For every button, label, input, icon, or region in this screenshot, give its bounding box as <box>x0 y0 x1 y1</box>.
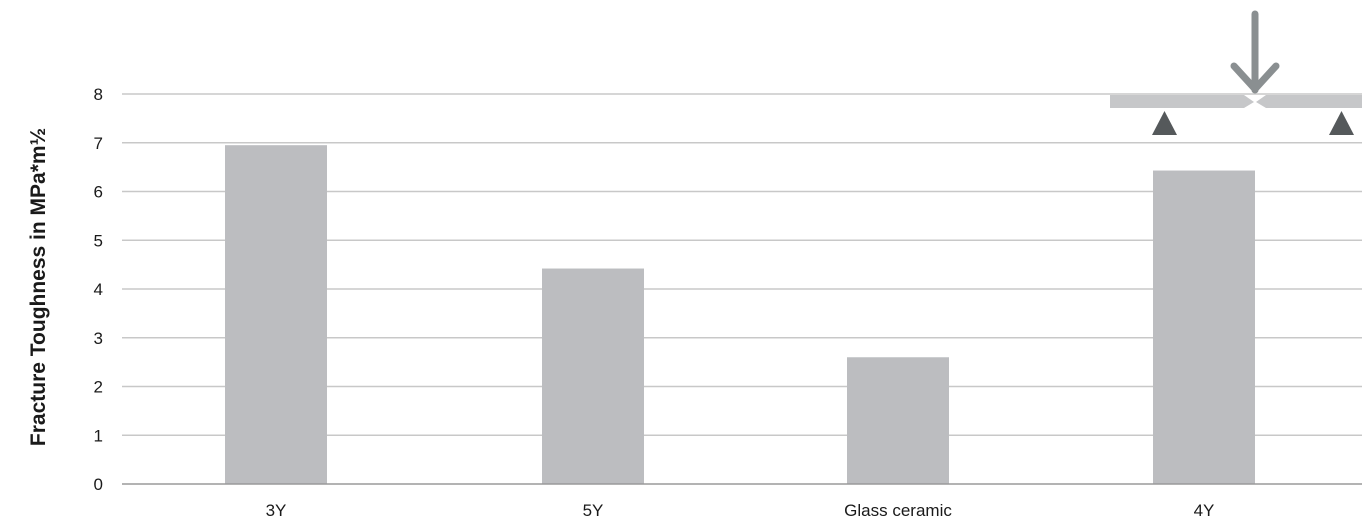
x-tick-label-5y: 5Y <box>583 501 604 520</box>
bar-glass-ceramic <box>847 357 949 484</box>
gridlines <box>122 93 1362 436</box>
y-tick-label-6: 6 <box>94 183 103 202</box>
bars <box>225 145 1255 484</box>
bar-5y <box>542 268 644 484</box>
bar-4y <box>1153 170 1255 484</box>
beam-left-icon <box>1110 95 1254 108</box>
y-tick-label-3: 3 <box>94 329 103 348</box>
y-tick-label-5: 5 <box>94 231 103 250</box>
x-tick-label-4y: 4Y <box>1194 501 1215 520</box>
y-tick-label-0: 0 <box>94 475 103 494</box>
bar-3y <box>225 145 327 484</box>
y-tick-label-2: 2 <box>94 378 103 397</box>
support-right-icon <box>1329 111 1354 135</box>
x-tick-label-3y: 3Y <box>266 501 287 520</box>
y-tick-label-4: 4 <box>94 280 103 299</box>
beam-right-icon <box>1256 95 1362 108</box>
support-left-icon <box>1152 111 1177 135</box>
arrow-head-icon <box>1230 62 1280 93</box>
three-point-bending-test-icon <box>1110 10 1362 135</box>
y-tick-label-1: 1 <box>94 426 103 445</box>
y-axis-title: Fracture Toughness in MPa*m½ <box>27 128 50 446</box>
x-tick-label-glass-ceramic: Glass ceramic <box>844 501 952 520</box>
tick-labels: 0 1 2 3 4 5 6 7 8 3Y 5Y Glass ceramic 4Y <box>94 85 1215 520</box>
y-tick-label-7: 7 <box>94 134 103 153</box>
y-tick-label-8: 8 <box>94 85 103 104</box>
